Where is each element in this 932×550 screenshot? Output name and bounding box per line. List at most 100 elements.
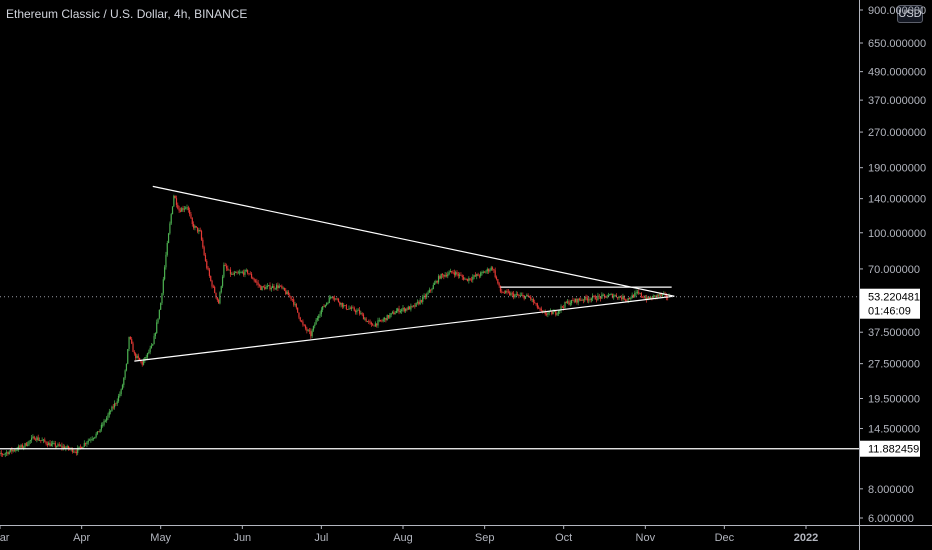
candle-body [161,293,163,304]
candle-body [407,306,409,310]
candle-body [657,294,660,296]
time-tick-label: Jul [314,532,328,544]
candle-body [212,286,214,288]
candle-body [453,272,455,275]
candle-body [278,285,280,288]
candle-body [229,269,232,275]
candle-body [46,443,49,446]
time-axis[interactable]: Mar Apr May Jun Jul Aug Sep Oct Nov Dec 2022 [0,525,818,544]
candle-body [63,446,66,449]
candle-body [216,297,218,300]
candle-body [582,299,585,301]
candle-body [652,295,654,299]
candle-body [9,449,12,452]
candle-body [327,303,329,304]
candle-body [424,295,426,298]
candle-body [199,230,201,232]
candle-body [411,305,413,307]
candle-body [139,357,141,361]
candle-body [332,296,334,299]
candle-body [540,308,542,311]
candle-body [535,303,537,304]
time-tick-label: Dec [715,532,735,544]
candle-body [326,303,328,305]
candle-body [362,314,365,320]
candle-body [490,267,492,271]
candle-body [366,321,369,323]
candle-body [227,268,229,271]
candle-body [286,291,288,295]
candle-body [145,357,147,358]
candle-body [310,331,312,337]
candle-body [461,275,463,278]
candle-body [181,208,183,212]
candle-body [218,299,220,304]
candle-body [653,295,656,297]
candle-body [254,280,257,282]
trendline-lower[interactable] [134,295,675,362]
bar-countdown-label: 01:46:09 [868,306,911,318]
candle-body [281,285,283,288]
candle-body [648,296,650,299]
candle-body [578,298,581,300]
candle-body [137,355,139,358]
candle-body [455,272,457,275]
candle-body [390,313,392,315]
candle-body [299,317,301,321]
trendline-upper[interactable] [152,185,675,297]
candle-body [283,287,286,291]
candle-body [520,295,523,296]
candle-body [232,273,234,275]
candle-body [200,231,203,240]
candle-body [632,294,635,298]
candle-body [402,307,404,310]
currency-button[interactable]: USD [897,5,923,23]
candle-body [191,218,193,224]
candle-body [667,297,669,299]
candle-body [264,286,266,290]
candle-body [506,290,508,292]
candle-body [73,451,75,453]
candle-body [503,292,506,294]
candle-body [318,315,320,319]
candle-body [165,254,167,268]
candle-body [383,317,386,320]
price-axis[interactable]: 900.000000 650.000000 490.000000 370.000000… [859,5,926,525]
candle-body [477,274,479,276]
candle-body [427,292,429,295]
candle-body [474,275,477,277]
candle-body [275,285,278,289]
candle-body [135,353,137,358]
candle-body [628,298,631,299]
candle-body [279,285,282,287]
candle-body [32,436,34,438]
candle-body [162,279,164,294]
candle-body [530,296,532,300]
candle-body [351,307,353,309]
candle-body [31,437,33,441]
lines-layer [0,185,859,450]
candle-body [12,450,14,452]
candle-body [466,278,469,281]
candle-body [48,442,50,446]
candle-body [397,308,399,311]
time-tick-label: 2022 [794,532,818,544]
candle-body [196,227,199,232]
candle-body [337,299,340,303]
candle-body [606,296,608,298]
candle-body [630,298,632,300]
candle-body [545,314,548,315]
candle-body [430,289,432,291]
candle-body [389,314,391,318]
candle-body [516,294,519,296]
candle-body [269,285,271,290]
candle-body [320,309,322,315]
candle-body [601,294,603,299]
candle-body [553,311,556,312]
candle-body [370,322,372,325]
candle-body [27,444,29,446]
candle-body [42,439,45,441]
candle-body [98,431,100,433]
candle-body [563,307,565,308]
